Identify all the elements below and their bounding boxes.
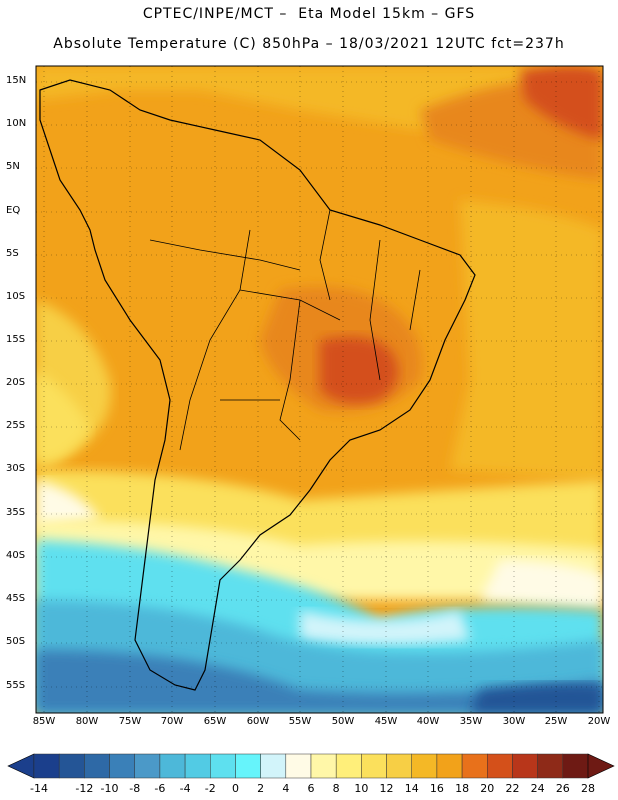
- lon-label: 25W: [544, 716, 568, 727]
- lat-label: 15S: [6, 334, 26, 345]
- colorbar-label: -14: [30, 782, 49, 795]
- colorbar-label: 0: [231, 782, 239, 795]
- lat-label: 10S: [6, 291, 26, 302]
- colorbar-label: 4: [282, 782, 290, 795]
- colorbar-swatch: [487, 753, 513, 779]
- colorbar-swatch: [386, 753, 412, 779]
- lat-label: 15N: [6, 75, 27, 86]
- colorbar-swatch: [235, 753, 261, 779]
- colorbar-label: 20: [480, 782, 495, 795]
- colorbar-max-arrow: [587, 753, 615, 779]
- colorbar-swatch: [436, 753, 463, 779]
- colorbar-label: 10: [354, 782, 369, 795]
- colorbar-swatch: [184, 753, 211, 779]
- temperature-field: [36, 66, 603, 713]
- lat-label: 20S: [6, 377, 26, 388]
- lon-label: 65W: [203, 716, 227, 727]
- lat-label: 35S: [6, 507, 26, 518]
- lat-label: EQ: [6, 205, 21, 216]
- lat-label: 55S: [6, 680, 26, 691]
- colorbar-swatch: [134, 753, 161, 779]
- colorbar-swatch: [411, 753, 438, 779]
- colorbar-swatch: [537, 753, 564, 779]
- colorbar: [7, 753, 615, 779]
- colorbar-swatch: [260, 753, 287, 779]
- lat-label: 50S: [6, 636, 26, 647]
- lat-label: 45S: [6, 593, 26, 604]
- colorbar-swatch: [310, 753, 337, 779]
- colorbar-swatch: [58, 753, 85, 779]
- lon-label: 60W: [246, 716, 270, 727]
- colorbar-label: 2: [257, 782, 265, 795]
- colorbar-label: 24: [530, 782, 545, 795]
- colorbar-label: -10: [100, 782, 119, 795]
- colorbar-label: -6: [154, 782, 166, 795]
- colorbar-label: 12: [379, 782, 394, 795]
- colorbar-swatch: [159, 753, 186, 779]
- colorbar-label: 8: [332, 782, 340, 795]
- colorbar-swatch: [461, 753, 488, 779]
- lon-label: 70W: [160, 716, 184, 727]
- colorbar-swatch: [84, 753, 110, 779]
- lon-label: 80W: [75, 716, 99, 727]
- colorbar-swatch: [33, 753, 60, 779]
- lat-label: 40S: [6, 550, 26, 561]
- lon-label: 40W: [416, 716, 440, 727]
- lon-label: 20W: [587, 716, 611, 727]
- colorbar-label: 26: [555, 782, 570, 795]
- colorbar-label: 14: [404, 782, 419, 795]
- lat-label: 5S: [6, 248, 19, 259]
- lat-label: 5N: [6, 161, 20, 172]
- colorbar-swatch: [562, 753, 589, 779]
- colorbar-swatch: [335, 753, 362, 779]
- colorbar-swatch: [361, 753, 387, 779]
- lon-label: 45W: [374, 716, 398, 727]
- colorbar-swatch: [109, 753, 135, 779]
- title-line-1: CPTEC/INPE/MCT – Eta Model 15km – GFS: [142, 6, 476, 22]
- colorbar-label: -8: [129, 782, 141, 795]
- lat-label: 30S: [6, 463, 26, 474]
- colorbar-label: 22: [505, 782, 520, 795]
- colorbar-label: 28: [581, 782, 595, 795]
- lon-label: 55W: [288, 716, 312, 727]
- colorbar-label: -12: [75, 782, 94, 795]
- colorbar-label: -2: [204, 782, 216, 795]
- colorbar-min-arrow: [7, 753, 35, 779]
- colorbar-label: 16: [429, 782, 444, 795]
- lon-label: 30W: [502, 716, 526, 727]
- lon-label: 85W: [32, 716, 56, 727]
- lat-label: 25S: [6, 420, 26, 431]
- colorbar-swatch: [285, 753, 312, 779]
- colorbar-label: -4: [179, 782, 191, 795]
- title-line-2: Absolute Temperature (C) 850hPa – 18/03/…: [53, 36, 565, 52]
- colorbar-label: 18: [455, 782, 470, 795]
- lon-label: 75W: [118, 716, 142, 727]
- colorbar-swatch: [512, 753, 538, 779]
- colorbar-label: 6: [307, 782, 315, 795]
- country-borders: [149, 209, 421, 451]
- colorbar-swatch: [210, 753, 236, 779]
- continent-outline: [39, 79, 476, 691]
- lon-label: 35W: [459, 716, 483, 727]
- lon-label: 50W: [331, 716, 355, 727]
- map-frame: [35, 65, 604, 714]
- lat-label: 10N: [6, 118, 27, 129]
